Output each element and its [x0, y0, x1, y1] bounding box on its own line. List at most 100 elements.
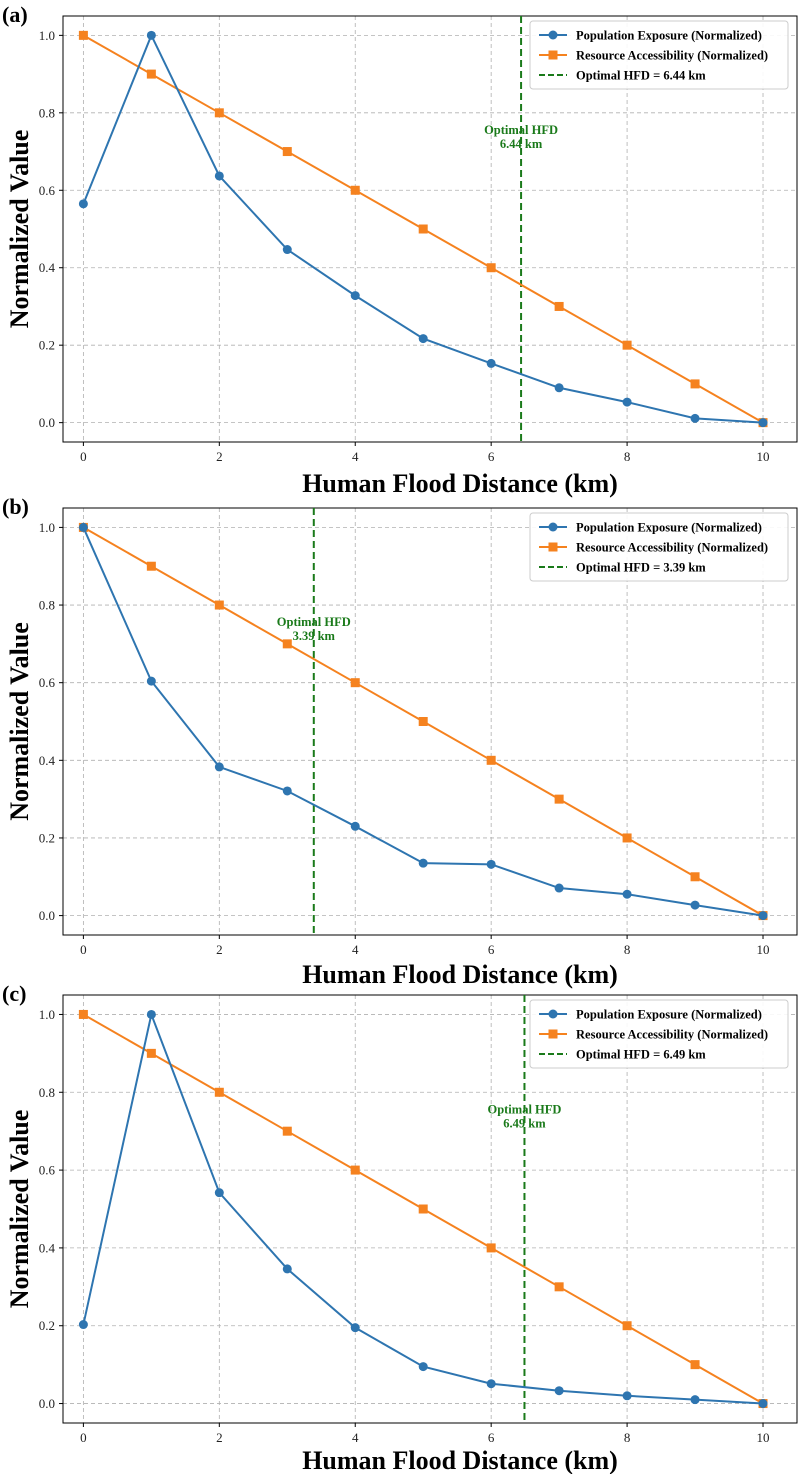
y-tick-label: 0.4: [39, 260, 56, 275]
population-exposure-point: [758, 418, 768, 428]
resource-accessibility-point: [214, 600, 224, 610]
population-exposure-point: [690, 900, 700, 910]
population-exposure-point: [418, 1362, 428, 1372]
population-exposure-point: [554, 383, 564, 393]
y-tick-label: 1.0: [39, 520, 55, 535]
x-tick-label: 10: [757, 942, 770, 957]
legend: Population Exposure (Normalized) Resource…: [529, 20, 789, 90]
resource-accessibility-point: [554, 301, 564, 311]
x-tick-label: 6: [488, 449, 495, 464]
x-tick-label: 6: [488, 942, 495, 957]
y-tick-label: 0.2: [39, 1318, 55, 1333]
y-tick-label: 0.0: [39, 415, 55, 430]
x-tick-label: 0: [80, 942, 87, 957]
plot-frame: [62, 507, 798, 936]
x-tick-label: 2: [216, 1430, 223, 1445]
population-exposure-point: [486, 358, 496, 368]
legend-resource-accessibility-swatch-marker: [548, 50, 558, 60]
optimal-hfd-annotation-title: Optimal HFD: [484, 123, 558, 137]
plot-frame: [62, 994, 798, 1424]
resource-accessibility-point: [486, 263, 496, 273]
population-exposure-point: [690, 413, 700, 423]
resource-accessibility-point: [78, 1009, 88, 1019]
resource-accessibility-point: [622, 833, 632, 843]
population-exposure-point: [146, 30, 156, 40]
x-tick-label: 4: [352, 1430, 359, 1445]
x-axis-title: Human Flood Distance (km): [302, 1446, 618, 1474]
legend-population-exposure-swatch-marker: [548, 1009, 558, 1019]
population-exposure-point: [146, 676, 156, 686]
x-tick-label: 10: [757, 449, 770, 464]
population-exposure-point: [214, 1188, 224, 1198]
population-exposure-point: [690, 1395, 700, 1405]
population-exposure-point: [554, 883, 564, 893]
y-tick-label: 0.8: [39, 105, 55, 120]
x-tick-label: 0: [80, 1430, 87, 1445]
resource-accessibility-point: [214, 108, 224, 118]
y-tick-label: 1.0: [39, 1007, 55, 1022]
population-exposure-point: [214, 171, 224, 181]
resource-accessibility-point: [622, 340, 632, 350]
optimal-hfd-annotation-title: Optimal HFD: [487, 1103, 561, 1117]
resource-accessibility-point: [146, 69, 156, 79]
legend-box: [529, 20, 789, 90]
x-tick-label: 4: [352, 449, 359, 464]
panel-label: (a): [2, 2, 28, 27]
y-axis-title: Normalized Value: [5, 1110, 34, 1309]
resource-accessibility-point: [418, 1204, 428, 1214]
resource-accessibility-point: [350, 185, 360, 195]
y-tick-label: 0.6: [39, 1163, 56, 1178]
legend-population-exposure-swatch-marker: [548, 30, 558, 40]
resource-accessibility-point: [78, 30, 88, 40]
y-tick-label: 0.8: [39, 598, 55, 613]
legend-resource-accessibility-label: Resource Accessibility (Normalized): [576, 541, 768, 555]
resource-accessibility-point: [690, 1360, 700, 1370]
population-exposure-point: [282, 786, 292, 796]
y-tick-label: 0.0: [39, 1396, 55, 1411]
population-exposure-point: [146, 1009, 156, 1019]
y-axis-title: Normalized Value: [5, 622, 34, 821]
optimal-hfd-annotation-value: 6.49 km: [503, 1117, 546, 1131]
resource-accessibility-point: [418, 717, 428, 726]
population-exposure-point: [622, 889, 632, 899]
y-tick-label: 0.4: [39, 1240, 56, 1255]
legend-resource-accessibility-swatch-marker: [548, 542, 558, 552]
population-exposure-point: [350, 291, 360, 301]
optimal-hfd-annotation-value: 6.44 km: [500, 137, 543, 151]
x-tick-label: 4: [352, 942, 359, 957]
chart-panel-c: 0 2 4 6 8 10 0.0 0.2 0.4 0.6 0.8 1.0 Human Flood Dis…: [2, 981, 798, 1474]
population-exposure-point: [758, 911, 768, 921]
resource-accessibility-point: [690, 872, 700, 882]
x-tick-label: 2: [216, 449, 223, 464]
y-tick-label: 1.0: [39, 28, 55, 43]
resource-accessibility-point: [486, 755, 496, 765]
legend-box: [529, 999, 789, 1069]
population-exposure-point: [418, 334, 428, 344]
y-tick-label: 0.2: [39, 830, 55, 845]
resource-accessibility-point: [418, 224, 428, 234]
resource-accessibility-point: [622, 1321, 632, 1331]
panel-label: (c): [2, 981, 26, 1006]
population-exposure-point: [418, 858, 428, 868]
population-exposure-point: [554, 1386, 564, 1396]
legend-population-exposure-label: Population Exposure (Normalized): [576, 1008, 762, 1022]
legend: Population Exposure (Normalized) Resource…: [529, 512, 789, 582]
y-tick-label: 0.0: [39, 908, 55, 923]
resource-accessibility-point: [214, 1087, 224, 1097]
legend-box: [529, 512, 789, 582]
resource-accessibility-point: [282, 147, 292, 157]
legend: Population Exposure (Normalized) Resource…: [529, 999, 789, 1069]
resource-accessibility-point: [146, 1048, 156, 1058]
x-axis-title: Human Flood Distance (km): [302, 469, 618, 498]
x-tick-label: 8: [624, 449, 631, 464]
population-exposure-point: [214, 762, 224, 772]
panel-label: (b): [2, 494, 29, 519]
x-tick-label: 2: [216, 942, 223, 957]
optimal-hfd-annotation-value: 3.39 km: [293, 629, 336, 643]
resource-accessibility-point: [486, 1243, 496, 1253]
chart-panel-b: 0 2 4 6 8 10 0.0 0.2 0.4 0.6 0.8 1.0 Human Flood Dis…: [2, 494, 798, 989]
chart-panel-a: 0 2 4 6 8 10 0.0 0.2 0.4 0.6 0.8 1.0 Human Flood Dis…: [2, 2, 798, 498]
resource-accessibility-point: [554, 1282, 564, 1292]
resource-accessibility-point: [282, 1126, 292, 1136]
population-exposure-point: [350, 821, 360, 831]
